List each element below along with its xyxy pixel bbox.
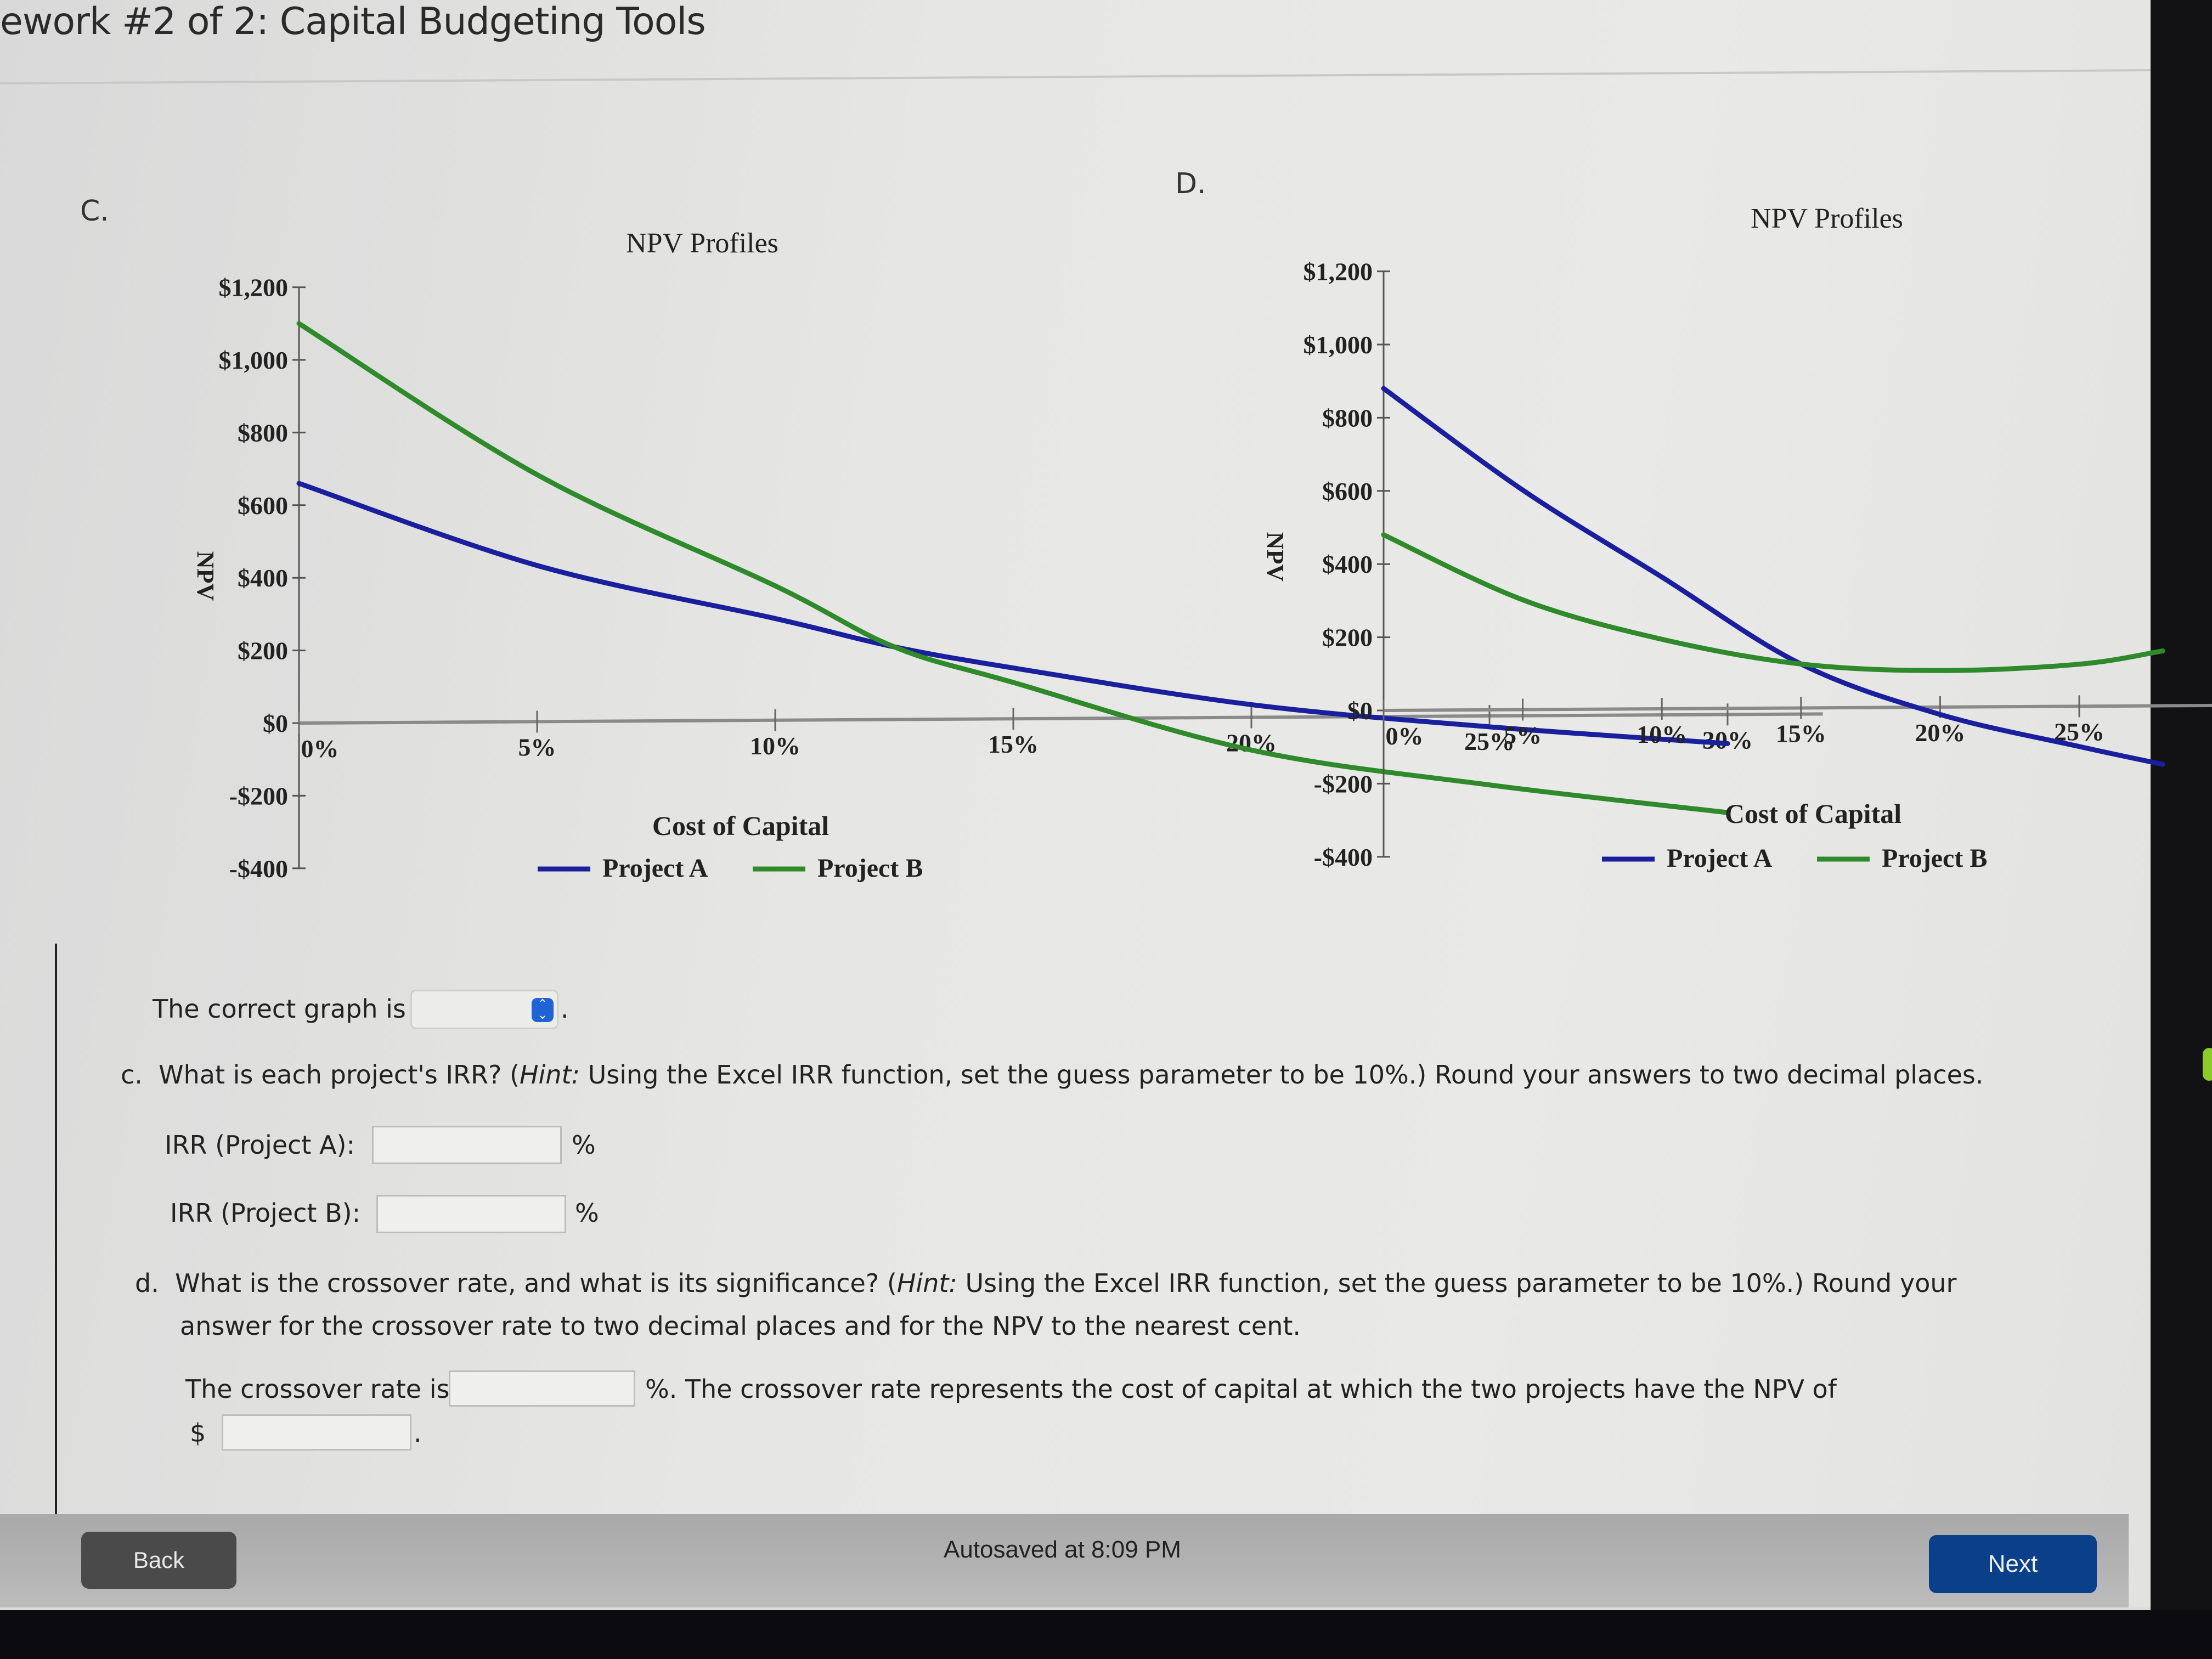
crossover-rate-input[interactable]	[449, 1370, 635, 1407]
legend-label: Project A	[602, 854, 708, 883]
y-tick-label: $800	[1322, 404, 1373, 432]
y-tick-label: -$200	[229, 782, 288, 810]
back-button[interactable]: Back	[81, 1532, 236, 1589]
autosave-status: Autosaved at 8:09 PM	[944, 1536, 1181, 1563]
part-d-text: What is the crossover rate, and what is …	[175, 1268, 897, 1298]
correct-graph-select[interactable]: ⌃ ⌄	[410, 990, 558, 1029]
chart-title: NPV Profiles	[1751, 203, 1903, 234]
panel-border	[55, 944, 57, 1514]
next-button[interactable]: Next	[1929, 1535, 2097, 1593]
crossover-label: The crossover rate is	[185, 1374, 450, 1404]
npv-chart-d: NPV Profiles $1,200 $1,000 $800 $600 $400 $200…	[1262, 203, 2212, 873]
y-tick-label: $800	[238, 419, 288, 447]
part-d-text-2: Using the Excel IRR function, set the gu…	[957, 1268, 1957, 1298]
legend-label: Project B	[1882, 844, 1987, 873]
part-c-question: c. What is each project's IRR? (Hint: Us…	[121, 1060, 1983, 1090]
crossover-npv-input[interactable]	[222, 1414, 411, 1451]
graph-select-suffix: .	[561, 994, 569, 1024]
x-tick-label: 0%	[301, 735, 339, 763]
y-axis-label: NPV	[1262, 532, 1289, 582]
y-tick-label: $1,000	[219, 346, 289, 374]
y-tick-label: $400	[238, 564, 288, 592]
monitor-bezel	[2151, 0, 2212, 1659]
x-tick-label: 10%	[1637, 720, 1687, 748]
y-axis-label: NPV	[192, 551, 219, 601]
y-tick-label: -$400	[229, 855, 288, 883]
x-tick-label: 15%	[988, 730, 1039, 758]
monitor-bezel-bottom	[0, 1610, 2212, 1659]
crossover-suffix: %. The crossover rate represents the cos…	[645, 1374, 1837, 1404]
x-axis-label: Cost of Capital	[652, 810, 829, 841]
part-c-question-text: What is each project's IRR? (	[159, 1060, 520, 1090]
y-tick-label: $1,200	[1304, 258, 1373, 286]
irr-project-a-input[interactable]	[372, 1126, 562, 1164]
footer-bar	[0, 1514, 2129, 1607]
y-tick-label: $0	[263, 709, 288, 737]
hint-label-d: Hint:	[896, 1268, 957, 1298]
part-d-question-line2: answer for the crossover rate to two dec…	[180, 1311, 1301, 1341]
graph-select-label: The correct graph is	[153, 994, 406, 1024]
npv-chart-c: NPV Profiles $1,200 $1,000 $800 $600 $400 $200…	[192, 228, 1823, 883]
legend-label: Project A	[1667, 844, 1773, 873]
x-tick-label: 5%	[518, 733, 556, 761]
legend-label: Project B	[817, 854, 923, 883]
hint-label: Hint:	[519, 1060, 580, 1090]
irr-b-unit: %	[575, 1198, 599, 1228]
part-c-question-text-2: Using the Excel IRR function, set the gu…	[580, 1060, 1984, 1090]
project-a-line	[296, 481, 1730, 746]
x-tick-label: 15%	[1776, 719, 1826, 747]
chart-title: NPV Profiles	[626, 228, 778, 259]
x-axis	[298, 712, 1823, 725]
npv-currency-symbol: $	[190, 1418, 206, 1448]
y-tick-label: -$400	[1314, 843, 1373, 871]
irr-b-label: IRR (Project B):	[170, 1198, 361, 1228]
y-tick-label: $1,000	[1304, 331, 1373, 359]
y-tick-label: $200	[238, 637, 288, 665]
irr-a-unit: %	[572, 1130, 596, 1160]
x-tick-label: 20%	[1915, 719, 1965, 747]
x-tick-label: 0%	[1386, 722, 1424, 750]
power-led	[2203, 1048, 2212, 1081]
screen	[0, 0, 2151, 1607]
select-chevron-updown-icon[interactable]: ⌃ ⌄	[532, 998, 554, 1022]
y-tick-label: $600	[1322, 477, 1373, 505]
x-tick-label: 10%	[750, 732, 800, 760]
y-tick-label: $200	[1322, 624, 1373, 652]
x-axis-label: Cost of Capital	[1725, 798, 1901, 829]
part-d-prefix: d.	[135, 1268, 159, 1298]
project-b-line	[296, 321, 1730, 815]
y-tick-label: $600	[238, 492, 288, 520]
npv-suffix: .	[414, 1418, 422, 1448]
graph-c-label: C.	[80, 195, 109, 228]
x-tick-label: 5%	[1504, 721, 1542, 749]
project-b-line	[1381, 532, 2165, 673]
part-d-question-line1: d. What is the crossover rate, and what …	[135, 1268, 1956, 1298]
graph-d-label: D.	[1175, 167, 1206, 200]
part-c-prefix: c.	[121, 1060, 143, 1090]
y-tick-label: -$200	[1314, 770, 1373, 798]
irr-a-label: IRR (Project A):	[165, 1130, 355, 1160]
y-tick-label: $400	[1322, 550, 1373, 578]
page-title: ework #2 of 2: Capital Budgeting Tools	[0, 0, 706, 43]
irr-project-b-input[interactable]	[376, 1195, 566, 1233]
project-a-line	[1381, 386, 2165, 767]
x-axis	[1383, 703, 2212, 712]
y-tick-label: $0	[1347, 697, 1373, 725]
x-tick-label: 25%	[1464, 727, 1515, 755]
y-tick-label: $1,200	[219, 274, 289, 302]
